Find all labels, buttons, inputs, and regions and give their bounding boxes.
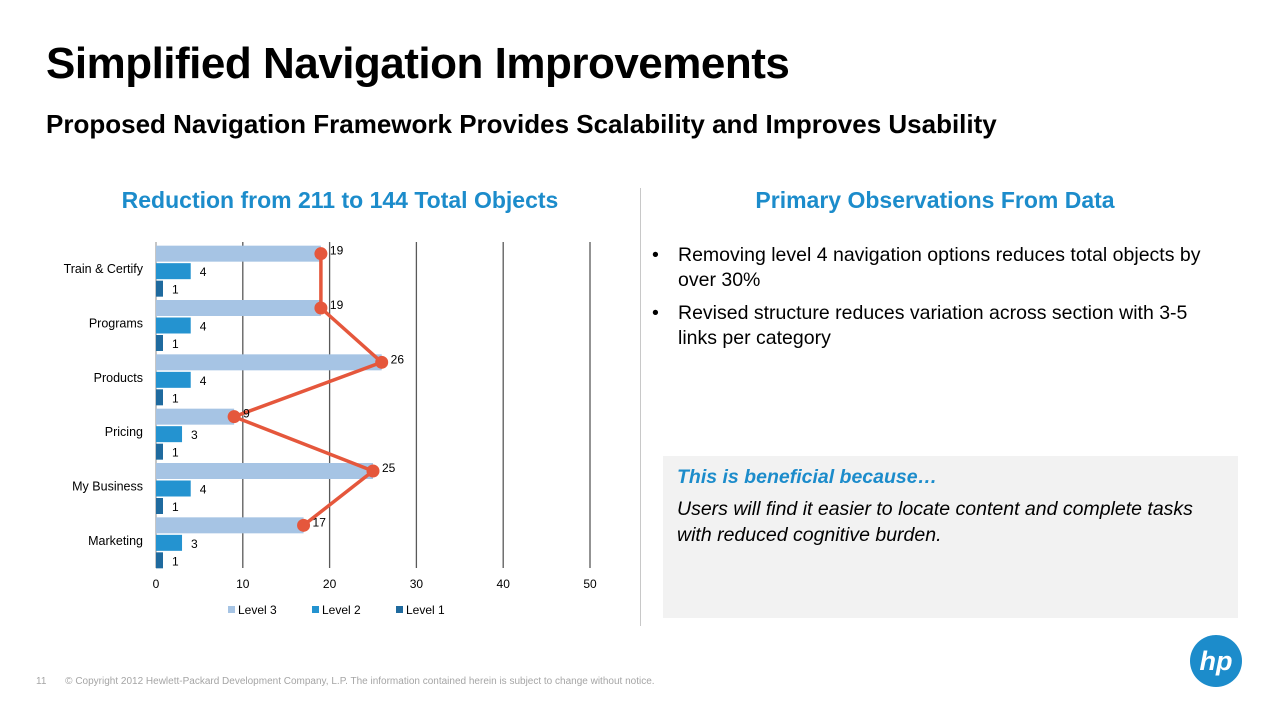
data-label: 1 bbox=[172, 337, 179, 351]
hp-logo-text: hp bbox=[1200, 646, 1233, 676]
bar-level-2 bbox=[156, 263, 191, 280]
observation-text: Removing level 4 navigation options redu… bbox=[678, 244, 1201, 291]
x-tick-label: 20 bbox=[323, 577, 337, 591]
bar-level-1 bbox=[156, 552, 163, 569]
x-tick-label: 50 bbox=[583, 577, 597, 591]
trend-marker bbox=[297, 518, 311, 532]
legend-label: Level 3 bbox=[238, 603, 277, 617]
hp-logo-icon: hp bbox=[1190, 635, 1242, 687]
bar-level-2 bbox=[156, 317, 191, 334]
data-label: 19 bbox=[330, 244, 344, 258]
bar-level-3 bbox=[156, 245, 321, 262]
trend-marker bbox=[314, 301, 328, 315]
x-tick-label: 40 bbox=[497, 577, 511, 591]
data-label: 3 bbox=[191, 428, 198, 442]
trend-marker bbox=[366, 464, 380, 478]
x-tick-label: 0 bbox=[153, 577, 160, 591]
data-label: 26 bbox=[391, 352, 405, 366]
x-tick-label: 30 bbox=[410, 577, 424, 591]
observation-item: • Revised structure reduces variation ac… bbox=[652, 301, 1222, 351]
data-label: 1 bbox=[172, 500, 179, 514]
x-tick-label: 10 bbox=[236, 577, 250, 591]
benefit-text: Users will find it easier to locate cont… bbox=[677, 498, 1193, 546]
chart-heading: Reduction from 211 to 144 Total Objects bbox=[121, 187, 559, 213]
bar-level-2 bbox=[156, 534, 183, 551]
trend-marker bbox=[314, 247, 328, 261]
slide-title: Simplified Navigation Improvements bbox=[46, 39, 790, 88]
data-label: 4 bbox=[200, 483, 207, 497]
benefit-callout: This is beneficial because… Users will f… bbox=[663, 456, 1238, 618]
observation-item: • Removing level 4 navigation options re… bbox=[652, 243, 1222, 293]
bar-level-2 bbox=[156, 480, 191, 497]
hp-logo-circle bbox=[1190, 635, 1242, 687]
footer: 11 © Copyright 2012 Hewlett-Packard Deve… bbox=[36, 676, 655, 687]
slide-subtitle: Proposed Navigation Framework Provides S… bbox=[46, 109, 997, 139]
data-label: 17 bbox=[313, 515, 327, 529]
category-label: My Business bbox=[72, 480, 143, 494]
category-label: Train & Certify bbox=[64, 262, 144, 276]
bar-level-3 bbox=[156, 463, 373, 479]
legend-swatch bbox=[228, 606, 235, 613]
benefit-heading: This is beneficial because… bbox=[677, 466, 938, 488]
trend-marker bbox=[375, 355, 389, 369]
bullet-glyph: • bbox=[652, 302, 659, 324]
legend-label: Level 1 bbox=[406, 603, 445, 617]
observations-heading: Primary Observations From Data bbox=[755, 187, 1115, 213]
data-label: 4 bbox=[200, 320, 207, 334]
category-label: Programs bbox=[89, 317, 143, 331]
bar-level-2 bbox=[156, 371, 191, 388]
bar-level-1 bbox=[156, 389, 163, 406]
data-label: 4 bbox=[200, 374, 207, 388]
data-label: 25 bbox=[382, 461, 396, 475]
observation-text: Revised structure reduces variation acro… bbox=[678, 302, 1188, 349]
bar-level-1 bbox=[156, 335, 163, 351]
bar-level-1 bbox=[156, 498, 163, 514]
copyright-notice: © Copyright 2012 Hewlett-Packard Develop… bbox=[65, 676, 655, 687]
data-label: 1 bbox=[172, 391, 179, 405]
column-divider bbox=[640, 188, 641, 626]
bullet-glyph: • bbox=[652, 244, 659, 266]
legend-swatch bbox=[312, 606, 319, 613]
page-number: 11 bbox=[36, 676, 47, 687]
bar-level-2 bbox=[156, 426, 183, 443]
observation-list: • Removing level 4 navigation options re… bbox=[652, 243, 1222, 359]
bar-level-3 bbox=[156, 408, 235, 425]
category-label: Products bbox=[94, 371, 143, 385]
category-label: Marketing bbox=[88, 534, 143, 548]
data-label: 4 bbox=[200, 265, 207, 279]
data-label: 9 bbox=[243, 407, 250, 421]
bar-level-3 bbox=[156, 300, 321, 316]
bar-level-3 bbox=[156, 354, 382, 371]
legend-label: Level 2 bbox=[322, 603, 361, 617]
data-label: 1 bbox=[172, 283, 179, 297]
data-label: 3 bbox=[191, 537, 198, 551]
bar-level-1 bbox=[156, 280, 163, 297]
data-label: 1 bbox=[172, 554, 179, 568]
category-label: Pricing bbox=[105, 425, 143, 439]
data-label: 19 bbox=[330, 298, 344, 312]
bar-level-1 bbox=[156, 443, 163, 460]
bar-level-3 bbox=[156, 517, 304, 534]
legend-swatch bbox=[396, 606, 403, 613]
trend-line bbox=[232, 253, 384, 527]
trend-marker bbox=[227, 410, 241, 424]
data-label: 1 bbox=[172, 446, 179, 460]
